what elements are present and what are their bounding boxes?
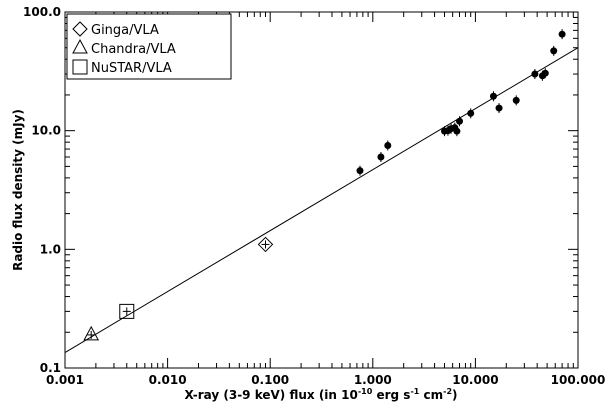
y-axis-ticks: 0.1 1.0 10.0 100.0	[23, 5, 578, 375]
y-tick-label: 0.1	[40, 361, 61, 375]
y-axis-label: Radio flux density (mJy)	[11, 109, 25, 271]
plot-frame	[64, 11, 579, 369]
data-point	[356, 167, 364, 175]
legend: Ginga/VLA Chandra/VLA NuSTAR/VLA	[66, 13, 232, 80]
fit-line	[64, 47, 579, 353]
y-tick-label: 10.0	[31, 124, 61, 138]
data-point-square	[119, 303, 135, 319]
y-tick-label: 100.0	[23, 5, 61, 19]
y-tick-label: 1.0	[40, 242, 61, 256]
x-tick-label: 10.000	[452, 373, 498, 387]
x-tick-label: 100.000	[551, 373, 606, 387]
data-point	[531, 70, 539, 78]
data-point	[512, 96, 520, 104]
data-point	[467, 109, 475, 117]
legend-label-ginga: Ginga/VLA	[91, 23, 159, 38]
data-point	[456, 117, 464, 125]
legend-symbol-diamond	[72, 21, 88, 37]
legend-box	[66, 13, 232, 80]
data-point-triangle	[83, 325, 100, 341]
x-tick-label: 0.001	[46, 373, 84, 387]
x-tick-label: 0.100	[251, 373, 289, 387]
data-point	[558, 30, 566, 38]
x-tick-label: 0.010	[149, 373, 187, 387]
legend-symbol-square	[72, 59, 88, 75]
data-points	[83, 29, 566, 341]
data-point	[384, 141, 392, 149]
data-point	[495, 104, 503, 112]
legend-symbol-triangle	[72, 38, 88, 54]
data-point	[550, 47, 558, 55]
legend-label-nustar: NuSTAR/VLA	[91, 61, 172, 76]
data-point	[541, 69, 549, 77]
x-tick-label: 1.000	[354, 373, 392, 387]
data-point	[489, 92, 497, 100]
data-point	[377, 153, 385, 161]
legend-label-chandra: Chandra/VLA	[91, 42, 176, 57]
data-point	[453, 127, 461, 135]
fit-line-group	[64, 47, 579, 353]
x-axis-label: X-ray (3-9 keV) flux (in 10-10 erg s-1 c…	[184, 387, 457, 402]
data-point-diamond	[257, 236, 274, 253]
